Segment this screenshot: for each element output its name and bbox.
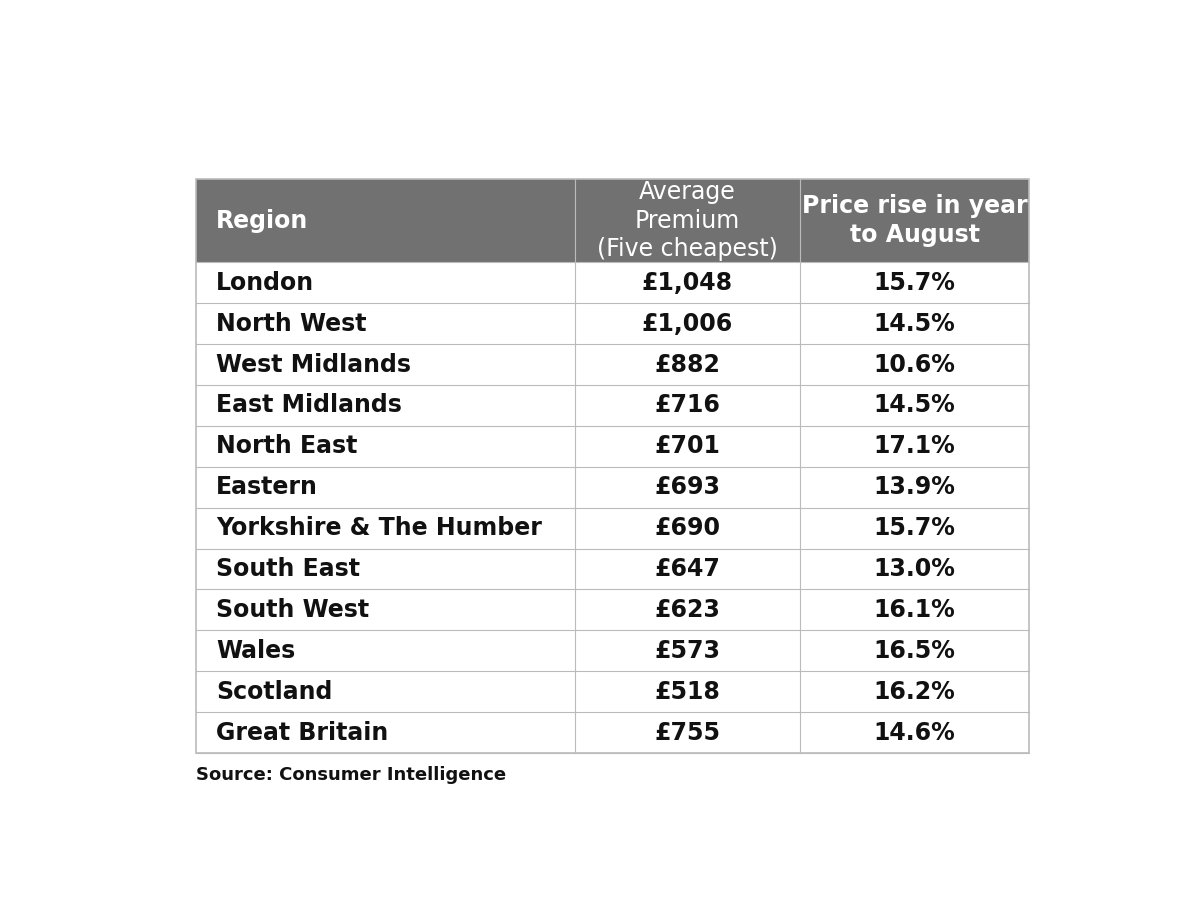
Text: £518: £518 bbox=[655, 680, 721, 704]
Text: Region: Region bbox=[216, 209, 308, 233]
Bar bbox=[196, 507, 1029, 548]
Text: 10.6%: 10.6% bbox=[874, 353, 956, 376]
Bar bbox=[196, 671, 1029, 712]
Text: North East: North East bbox=[216, 435, 357, 458]
Text: £623: £623 bbox=[655, 598, 721, 622]
Text: £693: £693 bbox=[655, 475, 721, 499]
Text: 15.7%: 15.7% bbox=[874, 271, 956, 295]
Text: Wales: Wales bbox=[216, 639, 295, 663]
Text: £755: £755 bbox=[655, 721, 721, 744]
Text: £882: £882 bbox=[655, 353, 721, 376]
Text: Eastern: Eastern bbox=[216, 475, 318, 499]
Text: Average
Premium
(Five cheapest): Average Premium (Five cheapest) bbox=[598, 180, 778, 262]
Bar bbox=[196, 263, 1029, 304]
Text: East Midlands: East Midlands bbox=[216, 394, 402, 417]
Bar bbox=[196, 385, 1029, 426]
Text: 14.5%: 14.5% bbox=[874, 312, 956, 335]
Text: 13.9%: 13.9% bbox=[874, 475, 956, 499]
Text: North West: North West bbox=[216, 312, 367, 335]
Text: Scotland: Scotland bbox=[216, 680, 332, 704]
Text: Yorkshire & The Humber: Yorkshire & The Humber bbox=[216, 516, 541, 540]
Text: £716: £716 bbox=[655, 394, 721, 417]
Text: 16.5%: 16.5% bbox=[874, 639, 956, 663]
Text: 14.6%: 14.6% bbox=[874, 721, 956, 744]
Bar bbox=[196, 466, 1029, 507]
Text: 14.5%: 14.5% bbox=[874, 394, 956, 417]
Text: £573: £573 bbox=[655, 639, 721, 663]
Text: £647: £647 bbox=[655, 557, 721, 581]
Text: Price rise in year
to August: Price rise in year to August bbox=[802, 195, 1028, 247]
Text: 16.1%: 16.1% bbox=[874, 598, 956, 622]
Text: 15.7%: 15.7% bbox=[874, 516, 956, 540]
Bar bbox=[196, 589, 1029, 630]
Bar bbox=[196, 345, 1029, 385]
Text: 13.0%: 13.0% bbox=[874, 557, 956, 581]
Bar bbox=[196, 426, 1029, 466]
Bar bbox=[196, 548, 1029, 589]
Bar bbox=[196, 630, 1029, 671]
Text: £690: £690 bbox=[655, 516, 721, 540]
Text: Great Britain: Great Britain bbox=[216, 721, 388, 744]
Text: South West: South West bbox=[216, 598, 369, 622]
Text: South East: South East bbox=[216, 557, 360, 581]
Text: 17.1%: 17.1% bbox=[874, 435, 956, 458]
Text: £701: £701 bbox=[655, 435, 721, 458]
Bar bbox=[196, 712, 1029, 753]
Text: £1,006: £1,006 bbox=[642, 312, 733, 335]
Text: 16.2%: 16.2% bbox=[874, 680, 956, 704]
Text: London: London bbox=[216, 271, 314, 295]
Text: Source: Consumer Intelligence: Source: Consumer Intelligence bbox=[196, 765, 505, 784]
Text: £1,048: £1,048 bbox=[642, 271, 733, 295]
Bar bbox=[196, 304, 1029, 345]
Text: West Midlands: West Midlands bbox=[216, 353, 411, 376]
